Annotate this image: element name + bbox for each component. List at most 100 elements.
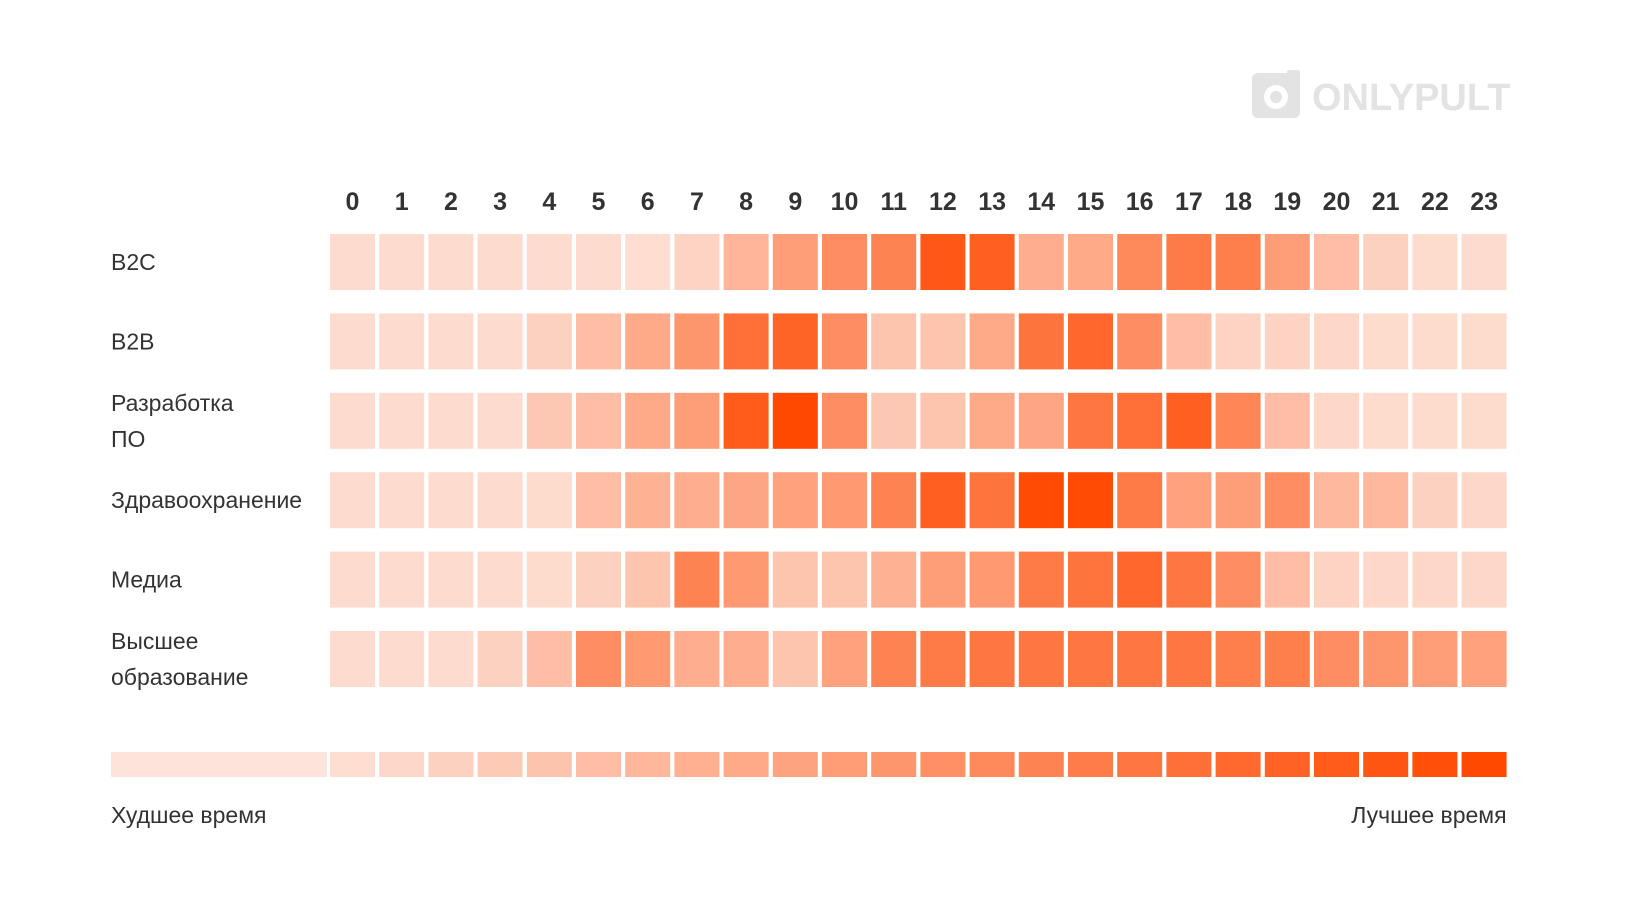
hour-label-12: 12 (929, 188, 957, 216)
hour-label-15: 15 (1077, 188, 1105, 216)
legend-swatch (111, 752, 327, 777)
heatmap-cell (330, 313, 375, 370)
legend-swatch (1412, 752, 1458, 777)
heatmap-cell (428, 313, 474, 370)
hour-label-20: 20 (1323, 188, 1351, 216)
heatmap-cell (1215, 234, 1261, 290)
heatmap-cell (674, 631, 720, 687)
heatmap-cell (969, 392, 1015, 449)
legend-swatch (674, 752, 720, 777)
heatmap-cell (969, 234, 1015, 290)
heatmap-cell (969, 551, 1015, 608)
heatmap-cell (1117, 392, 1163, 449)
row-label: ПО (111, 426, 145, 452)
heatmap-cell (1412, 631, 1458, 687)
color-legend: Худшее время Лучшее время (111, 752, 1507, 828)
hour-label-6: 6 (641, 188, 655, 216)
legend-swatch (379, 752, 425, 777)
heatmap-cell (969, 313, 1015, 370)
heatmap-cell (772, 392, 818, 449)
hour-axis: 0 1 2 3 4 5 6 7 8 9 10 11 12 13 14 15 16 17 18 19 20 21 22 23 (346, 188, 1498, 216)
heatmap-cell (822, 551, 867, 608)
heatmap-cell (1215, 313, 1261, 370)
hour-label-2: 2 (444, 188, 458, 216)
heatmap-cell (723, 234, 769, 290)
heatmap-cell (1314, 631, 1359, 687)
heatmap-cell (969, 631, 1015, 687)
heatmap-cell (379, 631, 425, 687)
heatmap-cell (1363, 392, 1409, 449)
heatmap-cell (674, 551, 720, 608)
legend-swatch (576, 752, 621, 777)
hour-label-8: 8 (739, 188, 753, 216)
heatmap-cell (1264, 392, 1310, 449)
heatmap-cell (674, 392, 720, 449)
heatmap-cell (1412, 313, 1458, 370)
heatmap-cell (576, 551, 621, 608)
heatmap-cell (822, 234, 867, 290)
heatmap-cell (625, 392, 671, 449)
heatmap-cell (1461, 472, 1507, 529)
heatmap-cell (428, 392, 474, 449)
heatmap-cell (526, 472, 572, 529)
heatmap-cell (1412, 392, 1458, 449)
heatmap-cell (822, 472, 867, 529)
heatmap-cell (428, 551, 474, 608)
legend-max-label: Лучшее время (1351, 802, 1506, 828)
heatmap-cell (576, 392, 621, 449)
heatmap-cell (822, 313, 867, 370)
heatmap-cell (1068, 234, 1113, 290)
heatmap-cell (1018, 631, 1064, 687)
hour-label-1: 1 (395, 188, 409, 216)
heatmap-cell (1117, 472, 1163, 529)
legend-swatch (1264, 752, 1310, 777)
heatmap-cell (1117, 631, 1163, 687)
heatmap-cell (1068, 551, 1113, 608)
legend-swatch (1117, 752, 1163, 777)
heatmap-cell (920, 472, 966, 529)
heatmap-cell (1018, 551, 1064, 608)
hour-label-18: 18 (1224, 188, 1252, 216)
heatmap-cell (1068, 631, 1113, 687)
heatmap-cell (920, 631, 966, 687)
legend-swatch (1461, 752, 1507, 777)
heatmap-cell (330, 551, 375, 608)
legend-min-label: Худшее время (111, 802, 267, 828)
heatmap-cell (477, 234, 523, 290)
heatmap-cell (1215, 551, 1261, 608)
row-label: Медиа (111, 567, 182, 593)
hour-label-21: 21 (1372, 188, 1400, 216)
heatmap-cell (772, 551, 818, 608)
hour-label-10: 10 (831, 188, 859, 216)
heatmap-cell (379, 551, 425, 608)
heatmap-cell (1461, 234, 1507, 290)
heatmap-cell (1215, 472, 1261, 529)
heatmap-cell (576, 234, 621, 290)
camera-icon (1252, 70, 1300, 118)
heatmap-cell (920, 313, 966, 370)
heatmap-cell (920, 392, 966, 449)
heatmap-cell (1068, 392, 1113, 449)
row-label: B2C (111, 249, 156, 275)
heatmap-cell (871, 472, 917, 529)
heatmap-cell (1018, 313, 1064, 370)
hour-label-4: 4 (542, 188, 556, 216)
heatmap-cell (1166, 472, 1212, 529)
brand-logo: ONLYPULT (1252, 70, 1510, 119)
legend-swatch (1215, 752, 1261, 777)
heatmap-cell (1264, 631, 1310, 687)
heatmap-cell (1166, 551, 1212, 608)
legend-swatch (772, 752, 818, 777)
heatmap-cell (379, 472, 425, 529)
heatmap-cell (477, 631, 523, 687)
hour-label-5: 5 (592, 188, 606, 216)
heatmap-cell (1215, 631, 1261, 687)
heatmap-cell (477, 551, 523, 608)
heatmap-cell (1461, 631, 1507, 687)
hour-label-9: 9 (788, 188, 802, 216)
heatmap-cell (1068, 472, 1113, 529)
heatmap-cell (1166, 234, 1212, 290)
row-label: Здравоохранение (111, 487, 302, 513)
heatmap-cell (674, 234, 720, 290)
heatmap-cell (1018, 234, 1064, 290)
